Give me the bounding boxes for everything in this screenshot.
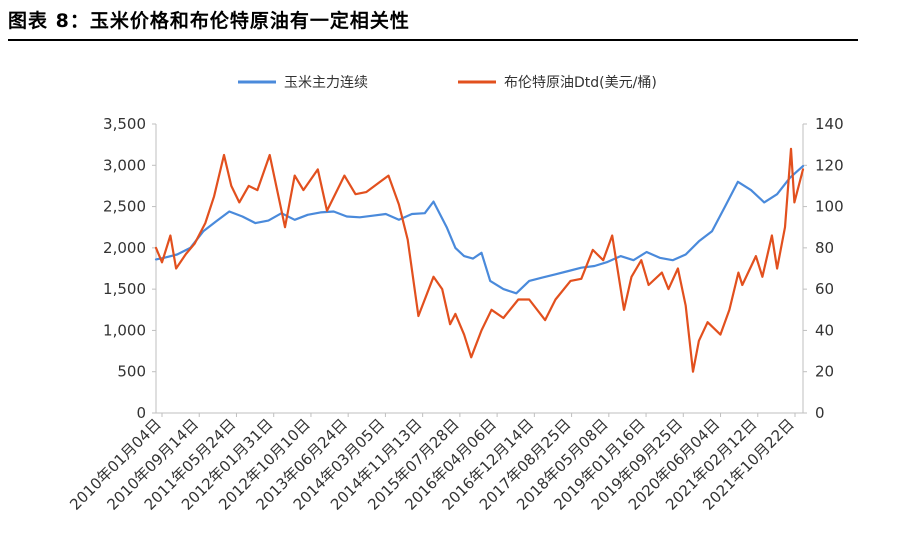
y-right-tick-label: 0	[815, 404, 825, 422]
title-divider	[8, 39, 858, 41]
y-right-tick-label: 120	[815, 156, 844, 174]
y-right-tick-label: 40	[815, 321, 834, 339]
y-right-tick-label: 60	[815, 280, 834, 298]
y-left-tick-label: 2,000	[103, 239, 146, 257]
y-right-tick-label: 20	[815, 363, 834, 381]
y-left-tick-label: 2,500	[103, 198, 146, 216]
chart-series-lines	[154, 147, 805, 373]
legend-item-brent-label: 布伦特原油Dtd(美元/桶)	[504, 75, 657, 91]
y-right-tick-label: 140	[815, 115, 844, 133]
chart-axes: 0 500 1,000 1,500 2,000 2,500 3,000 3,500 0 20 40 6…	[66, 115, 843, 514]
chart-legend: 玉米主力连续 布伦特原油Dtd(美元/桶)	[238, 74, 657, 91]
y-right-tick-label: 80	[815, 239, 834, 257]
y-left-tick-label: 3,500	[103, 115, 146, 133]
y-left-tick-label: 500	[117, 363, 146, 381]
series-line-corn	[154, 165, 805, 295]
y-left-tick-label: 1,500	[103, 280, 146, 298]
legend-item-corn-label: 玉米主力连续	[284, 74, 368, 91]
y-left-tick-label: 1,000	[103, 321, 146, 339]
y-left-tick-label: 3,000	[103, 156, 146, 174]
y-left-tick-label: 0	[136, 404, 146, 422]
figure-title: 图表 8：玉米价格和布伦特原油有一定相关性	[8, 10, 410, 32]
y-right-tick-label: 100	[815, 198, 844, 216]
series-line-brent	[154, 147, 805, 373]
